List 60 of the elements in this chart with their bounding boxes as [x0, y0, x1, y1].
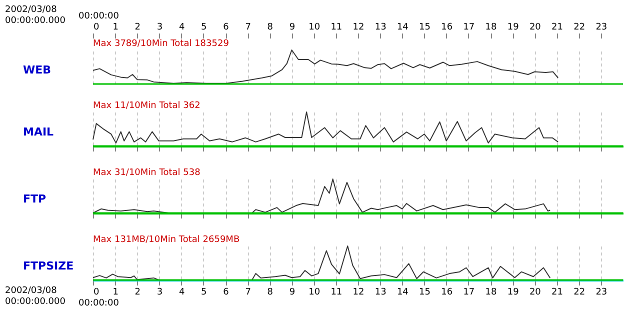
- y-axis-title: FTP: [23, 192, 46, 206]
- x-tick-label: 13: [374, 288, 386, 298]
- x-tick-label: 8: [267, 288, 274, 298]
- x-tick-label: 15: [419, 22, 430, 32]
- y-axis-title: FTPSIZE: [23, 259, 74, 272]
- x-tick-label: 6: [223, 288, 230, 298]
- x-axis-title: 00:00:00: [78, 12, 120, 22]
- x-axis-title: 00:00:00: [78, 298, 120, 308]
- x-tick-label: 17: [463, 22, 475, 32]
- x-tick-label: 16: [441, 288, 453, 298]
- text: Max 31/10Min Total 538: [93, 168, 201, 178]
- x-tick-label: 20: [529, 22, 542, 32]
- x-tick-label: 2: [134, 288, 141, 298]
- x-tick-label: 3: [156, 288, 163, 298]
- x-tick-label: 11: [330, 22, 342, 32]
- x-tick-label: 1: [112, 22, 118, 32]
- x-tick-label: 13: [374, 22, 386, 32]
- x-tick-label: 12: [352, 22, 364, 32]
- x-tick-label: 11: [330, 288, 342, 298]
- x-tick-label: 15: [419, 288, 430, 298]
- x-tick-label: 9: [289, 288, 296, 298]
- x-tick-label: 22: [574, 22, 586, 32]
- x-tick-label: 23: [596, 288, 608, 298]
- x-tick-label: 5: [201, 22, 207, 32]
- x-tick-label: 19: [507, 22, 520, 32]
- text: Max 3789/10Min Total 183529: [93, 39, 230, 49]
- x-tick-label: 14: [396, 288, 409, 298]
- text: Max 11/10Min Total 362: [93, 101, 200, 111]
- text: Max 131MB/10Min Total 2659MB: [93, 235, 240, 245]
- x-tick-label: 17: [463, 288, 475, 298]
- x-tick-label: 10: [308, 22, 320, 32]
- x-tick-label: 4: [178, 22, 185, 32]
- x-tick-label: 18: [485, 288, 497, 298]
- x-tick-label: 0: [94, 288, 100, 298]
- x-tick-label: 7: [245, 22, 251, 32]
- x-tick-label: 18: [485, 22, 497, 32]
- x-tick-label: 9: [289, 22, 296, 32]
- x-tick-label: 22: [574, 288, 586, 298]
- x-tick-label: 21: [552, 22, 563, 32]
- x-tick-label: 16: [441, 22, 453, 32]
- x-tick-label: 4: [178, 288, 185, 298]
- x-tick-label: 5: [201, 288, 207, 298]
- text: 2002/03/08 00:00:00.000: [5, 5, 66, 26]
- x-tick-label: 0: [94, 22, 100, 32]
- x-tick-label: 12: [352, 288, 364, 298]
- y-axis-title: WEB: [23, 63, 52, 76]
- x-tick-label: 14: [396, 22, 409, 32]
- x-tick-label: 7: [245, 288, 251, 298]
- x-tick-label: 8: [267, 22, 274, 32]
- x-tick-label: 21: [552, 288, 563, 298]
- x-tick-label: 10: [308, 288, 320, 298]
- x-tick-label: 23: [596, 22, 608, 32]
- text: 2002/03/08 00:00:00.000: [5, 286, 66, 307]
- x-tick-label: 19: [507, 288, 520, 298]
- x-tick-label: 6: [223, 22, 230, 32]
- y-axis-title: MAIL: [23, 125, 54, 138]
- x-tick-label: 20: [529, 288, 542, 298]
- x-tick-label: 1: [112, 288, 118, 298]
- x-tick-label: 3: [156, 22, 163, 32]
- x-tick-label: 2: [134, 22, 141, 32]
